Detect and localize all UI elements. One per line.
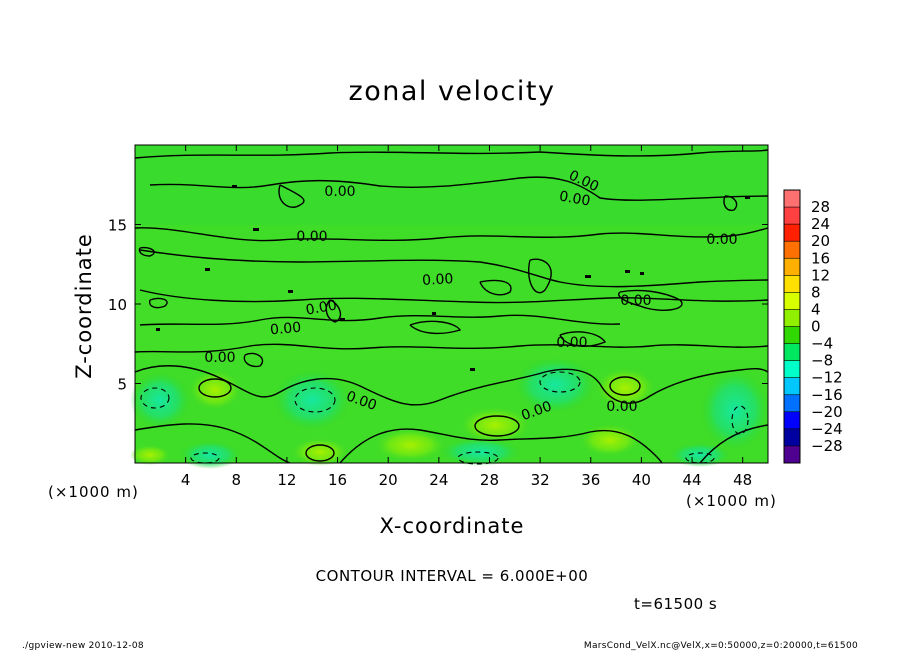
colorbar-swatch — [784, 292, 800, 310]
x-tick-label: 36 — [581, 471, 600, 489]
colorbar-label: 8 — [811, 283, 821, 301]
contour-label: 0.00 — [422, 271, 454, 289]
colorbar-label: −16 — [811, 386, 843, 404]
footer-left: ./gpview-new 2010-12-08 — [22, 641, 144, 651]
colorbar-label: −24 — [811, 420, 843, 438]
colorbar-label: −20 — [811, 403, 843, 421]
colorbar-label: −12 — [811, 369, 843, 387]
contour-label: 0.00 — [706, 232, 737, 248]
x-tick-label: 44 — [682, 471, 701, 489]
contour-label: 0.00 — [204, 350, 235, 366]
x-unit-right: (×1000 m) — [686, 492, 777, 510]
colorbar-label: −28 — [811, 437, 843, 455]
x-tick-label: 20 — [379, 471, 398, 489]
contour-label: 0.00 — [305, 297, 338, 318]
y-tick-label: 15 — [108, 217, 127, 235]
x-tick-label: 4 — [181, 471, 191, 489]
footer-right: MarsCond_VelX.nc@VelX,x=0:50000,z=0:2000… — [583, 641, 858, 651]
colorbar-swatch — [784, 190, 800, 208]
chart-title: zonal velocity — [348, 76, 556, 107]
colorbar-label: −4 — [811, 335, 833, 353]
colorbar-label: −8 — [811, 352, 833, 370]
colorbar-swatch — [784, 394, 800, 413]
colorbar-swatch — [784, 428, 800, 447]
colorbar-swatch — [784, 241, 800, 259]
negative-contours — [140, 371, 749, 465]
colorbar-swatch — [784, 360, 800, 378]
contour-lines — [134, 149, 769, 464]
x-axis-ticks: 4 8 12 16 20 24 28 32 36 40 44 48 — [181, 145, 752, 489]
x-unit-left: (×1000 m) — [48, 483, 139, 501]
contour-label: 0.00 — [296, 229, 327, 245]
colorbar-label: 20 — [811, 232, 830, 250]
colorbar-label: 0 — [811, 318, 821, 336]
y-tick-label: 10 — [108, 296, 127, 314]
colorbar-swatch — [784, 326, 800, 344]
contour-label: 0.00 — [606, 399, 637, 415]
x-tick-label: 48 — [733, 471, 752, 489]
contour-field — [130, 145, 769, 469]
x-tick-label: 40 — [632, 471, 651, 489]
contour-label: 0.00 — [269, 320, 301, 339]
contour-label: 0.00 — [558, 188, 591, 209]
colorbar-swatch — [784, 224, 800, 242]
colorbar-label: 16 — [811, 249, 830, 267]
colorbar-swatch — [784, 309, 800, 327]
x-tick-label: 28 — [480, 471, 499, 489]
colorbar-swatch — [784, 207, 800, 225]
x-tick-label: 16 — [328, 471, 347, 489]
contour-label: 0.00 — [324, 184, 355, 200]
contour-label: 0.00 — [556, 335, 587, 351]
contour-label: 0.00 — [620, 293, 651, 309]
colorbar-swatch — [784, 411, 800, 430]
colorbar-swatch — [784, 377, 800, 396]
colorbar-label: 24 — [811, 215, 830, 233]
time-text: t=61500 s — [634, 595, 718, 613]
x-tick-label: 24 — [429, 471, 448, 489]
colorbar-swatch — [784, 343, 800, 361]
y-tick-label: 5 — [117, 376, 127, 394]
colorbar-swatch — [784, 445, 800, 464]
x-tick-label: 12 — [277, 471, 296, 489]
colorbar-label: 4 — [811, 300, 821, 318]
contour-interval-text: CONTOUR INTERVAL = 6.000E+00 — [315, 567, 589, 585]
x-tick-label: 8 — [232, 471, 242, 489]
colorbar-swatch — [784, 258, 800, 276]
colorbar-label: 28 — [811, 198, 830, 216]
colorbar-swatch — [784, 275, 800, 293]
x-tick-label: 32 — [531, 471, 550, 489]
x-axis-label: X-coordinate — [379, 514, 525, 538]
y-axis-ticks: 5 10 15 — [108, 217, 768, 394]
colorbar-label: 12 — [811, 266, 830, 284]
y-axis-label: Z-coordinate — [72, 233, 96, 379]
contour-specks — [156, 185, 750, 371]
